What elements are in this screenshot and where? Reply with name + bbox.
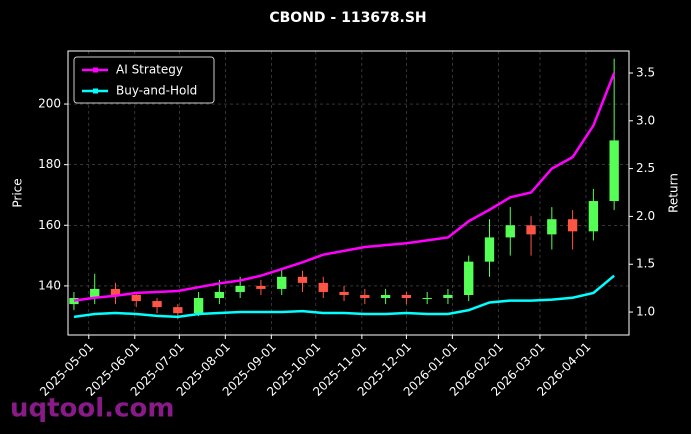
candle-body bbox=[547, 219, 557, 235]
candle-body bbox=[422, 298, 432, 300]
candle-body bbox=[380, 294, 391, 299]
legend: AI Strategy Buy-and-Hold bbox=[73, 56, 215, 104]
y2-tick-label: 3.5 bbox=[636, 65, 655, 79]
y2-tick-label: 2.5 bbox=[636, 161, 655, 175]
legend-marker bbox=[93, 67, 98, 73]
candle-body bbox=[193, 298, 204, 314]
candle-body bbox=[609, 140, 619, 202]
legend-label: Buy-and-Hold bbox=[116, 84, 197, 98]
y-tick-label: 200 bbox=[38, 97, 61, 111]
candle-body bbox=[90, 288, 100, 299]
candle-body bbox=[505, 225, 515, 238]
watermark: uqtool.com bbox=[10, 394, 174, 424]
candle-body bbox=[318, 282, 328, 292]
candle-body bbox=[256, 285, 266, 289]
legend-box bbox=[73, 56, 215, 104]
candle-body bbox=[69, 298, 79, 305]
y2-axis-label: Return bbox=[667, 173, 681, 213]
candle-body bbox=[173, 307, 183, 314]
y-axis-label: Price bbox=[11, 178, 25, 207]
y-tick-label: 180 bbox=[38, 157, 61, 171]
candle-body bbox=[297, 276, 308, 283]
y2-tick-label: 1.5 bbox=[636, 257, 655, 271]
candle-body bbox=[235, 285, 245, 292]
y2-tick-label: 1.0 bbox=[636, 305, 655, 319]
candle-body bbox=[131, 294, 141, 302]
line-series bbox=[73, 72, 616, 302]
y2-tick-label: 3.0 bbox=[636, 113, 655, 127]
candle-body bbox=[360, 294, 370, 299]
candle-body bbox=[567, 219, 578, 232]
y2-tick-label: 2.0 bbox=[636, 209, 655, 223]
candle-body bbox=[588, 201, 599, 232]
candle-body bbox=[443, 294, 453, 299]
candle-body bbox=[484, 237, 495, 262]
plot-frame bbox=[67, 50, 630, 336]
chart-title: CBOND - 113678.SH bbox=[269, 10, 426, 26]
candle-body bbox=[277, 276, 287, 289]
candle-body bbox=[464, 261, 474, 295]
candle-body bbox=[401, 294, 412, 299]
candle-body bbox=[110, 288, 121, 295]
legend-label: AI Strategy bbox=[116, 63, 183, 77]
y-tick-label: 140 bbox=[38, 278, 61, 292]
y-tick-label: 160 bbox=[38, 218, 61, 232]
candle-body bbox=[214, 291, 225, 299]
legend-marker bbox=[93, 88, 98, 94]
candle-body bbox=[526, 225, 536, 235]
line-series bbox=[73, 274, 615, 319]
candle-body bbox=[339, 291, 349, 295]
candle-body bbox=[152, 301, 162, 308]
